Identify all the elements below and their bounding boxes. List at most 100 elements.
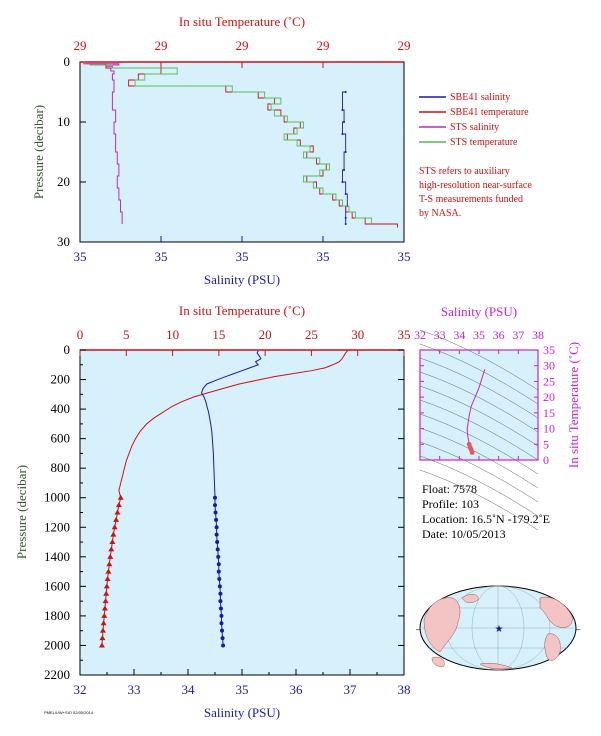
top-temp-axis-title: In situ Temperature (˚C) <box>179 14 305 29</box>
main-temperature-point <box>114 509 121 515</box>
main-series-group <box>98 350 348 648</box>
main-sal-tick-label: 34 <box>182 682 196 697</box>
ts-salinity-axis-title: Salinity (PSU) <box>441 304 517 319</box>
top-sbe41-salinity-point <box>343 169 346 171</box>
main-p-tick-label: 1600 <box>44 578 70 593</box>
ts-temp-tick-label: 5 <box>543 437 549 451</box>
main-p-tick-label: 400 <box>51 401 71 416</box>
location-map: ★ – – <box>416 585 581 671</box>
main-salinity-point <box>218 599 223 604</box>
main-temperature-point <box>104 575 111 581</box>
top-p-tick-0: 0 <box>64 54 71 69</box>
main-temperature-point <box>111 524 118 530</box>
main-salinity-point <box>215 547 220 552</box>
main-temp-tick-label: 35 <box>398 327 411 342</box>
main-p-tick-label: 800 <box>51 460 71 475</box>
location: Location: 16.5˚N -179.2˚E <box>422 512 550 526</box>
main-salinity-point <box>220 628 225 633</box>
legend-label-sbe41-temperature: SBE41 temperature <box>450 107 529 118</box>
top-p-tick-3: 30 <box>57 234 70 249</box>
ts-plot-area <box>420 350 538 460</box>
footer-credit: PMEL/UW+SIO 02/05/2014 <box>44 710 94 715</box>
main-salinity-point <box>221 643 226 648</box>
top-salinity-ticks: 35 35 35 35 35 <box>74 249 411 264</box>
ts-temp-tick-label: 10 <box>543 422 555 436</box>
top-pressure-ticks: 0 10 20 30 <box>57 54 70 249</box>
top-sal-tick-1: 35 <box>155 249 168 264</box>
top-sbe41-salinity-point <box>343 121 346 123</box>
main-salinity-point <box>216 569 221 574</box>
main-pressure-axis-title: Pressure (decibar) <box>14 465 29 559</box>
main-temperature-point <box>99 627 106 633</box>
sts-note-line-2: high-resolution near-surface <box>419 180 532 191</box>
top-temp-tick-3: 29 <box>317 38 330 53</box>
top-sbe41-salinity-point <box>344 193 347 195</box>
ts-density-contour <box>419 399 539 461</box>
top-sbe41-salinity-point <box>344 223 347 225</box>
top-sbe41-salinity-point <box>344 91 347 93</box>
main-temp-tick-label: 20 <box>259 327 272 342</box>
float-location-marker: ★ <box>495 624 504 635</box>
main-salinity-point <box>216 554 221 559</box>
main-p-tick-label: 1800 <box>44 608 70 623</box>
main-salinity-point <box>213 503 217 508</box>
ts-density-contour <box>419 385 539 447</box>
main-p-tick-label: 0 <box>64 342 71 357</box>
main-temp-tick-label: 5 <box>123 327 130 342</box>
legend-label-sts-temperature: STS temperature <box>450 137 518 148</box>
ts-sal-tick-label: 34 <box>453 328 465 342</box>
map-left-tick: – <box>416 625 421 634</box>
date: Date: 10/05/2013 <box>422 527 506 541</box>
main-temperature-point <box>117 494 124 500</box>
ts-sal-tick-label: 33 <box>434 328 446 342</box>
main-temperature-point <box>102 598 109 604</box>
main-p-tick-label: 2200 <box>44 667 70 682</box>
top-series-sbe41-salinity <box>341 91 348 224</box>
main-temp-axis-title: In situ Temperature (˚C) <box>179 303 305 318</box>
top-sal-tick-4: 35 <box>398 249 411 264</box>
legend-label-sts-salinity: STS salinity <box>450 122 499 133</box>
sts-note-line-3: T-S measurements funded <box>419 194 523 205</box>
main-salinity-point <box>219 613 224 618</box>
top-temp-tick-4: 29 <box>398 38 411 53</box>
main-temperature-point <box>113 516 120 522</box>
main-salinity-point <box>218 606 223 611</box>
main-sal-tick-label: 32 <box>74 682 87 697</box>
sts-note-line-1: STS refers to auxiliary <box>419 166 510 177</box>
main-salinity-point <box>219 621 224 626</box>
main-temperature-point <box>101 612 108 618</box>
main-plot-area <box>80 350 404 675</box>
top-p-tick-2: 20 <box>57 174 70 189</box>
ts-density-contour <box>419 427 539 489</box>
main-temperature-point <box>115 502 122 508</box>
ts-temp-tick-label: 30 <box>543 359 555 373</box>
top-sal-tick-0: 35 <box>74 249 87 264</box>
ts-density-contours <box>419 329 539 531</box>
main-temperature-point <box>98 642 105 648</box>
top-temp-ticks: 29 29 29 29 29 <box>74 38 411 53</box>
main-p-tick-label: 1200 <box>44 519 70 534</box>
legend-label-sbe41-salinity: SBE41 salinity <box>450 92 510 103</box>
ts-series-group <box>466 369 486 455</box>
ts-density-contour <box>419 441 539 503</box>
main-p-tick-label: 1000 <box>44 490 70 505</box>
main-salinity-point <box>216 562 221 567</box>
main-chart: 0 5 10 15 20 25 30 35 32 33 34 35 36 37 38 0 200 400 600… <box>14 303 411 720</box>
top-sbe41-salinity-point <box>341 133 344 135</box>
main-temperature-point <box>108 546 115 552</box>
main-temperature-point <box>103 590 110 596</box>
top-sbe41-salinity-point <box>341 109 344 111</box>
main-salinity-point <box>217 584 222 589</box>
main-salinity-point <box>213 495 217 500</box>
ts-density-contour <box>419 329 539 391</box>
main-temperature-point <box>107 553 114 559</box>
ts-temp-tick-label: 15 <box>543 406 555 420</box>
ts-sal-tick-label: 36 <box>493 328 505 342</box>
main-temperature-point <box>101 605 108 611</box>
main-temperature-point <box>103 583 110 589</box>
main-sal-ticks: 32 33 34 35 36 37 38 <box>74 669 411 697</box>
float-id: Float: 7578 <box>422 482 477 496</box>
main-temperature-point <box>106 561 113 567</box>
ts-sal-tick-label: 32 <box>414 328 426 342</box>
